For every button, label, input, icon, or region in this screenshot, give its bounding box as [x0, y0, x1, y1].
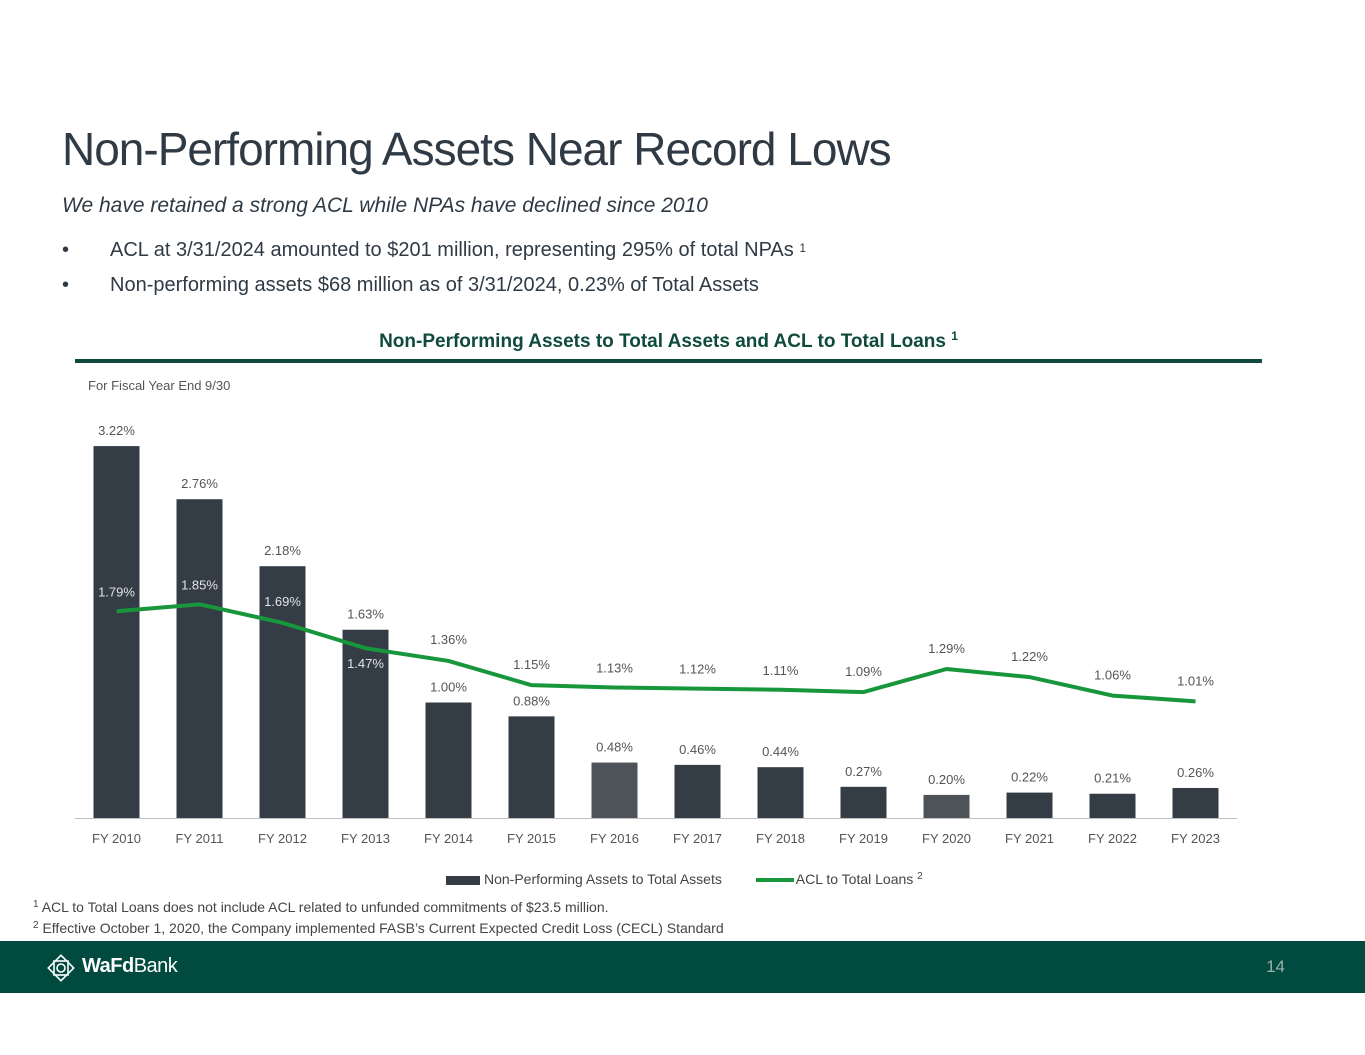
chart-heading-text: Non-Performing Assets to Total Assets an…: [379, 331, 946, 352]
slide-title: Non-Performing Assets Near Record Lows: [62, 123, 892, 175]
npa-bar: [1006, 792, 1053, 818]
npa-data-label: 0.22%: [1011, 770, 1048, 785]
footer-bar: WaFdBank 14: [0, 941, 1365, 993]
npa-data-label: 2.18%: [264, 543, 301, 558]
x-tick-label: FY 2011: [176, 831, 224, 846]
logo-text-bold: WaFd: [82, 955, 134, 977]
x-tick-label: FY 2017: [673, 831, 722, 846]
acl-data-label: 1.29%: [928, 641, 965, 656]
x-tick-label: FY 2010: [92, 831, 141, 846]
bullet-text: Non-performing assets $68 million as of …: [110, 274, 759, 296]
footnote-marker: 1: [33, 899, 39, 910]
npa-data-label: 0.26%: [1177, 765, 1214, 780]
npa-data-label: 0.27%: [845, 764, 882, 779]
legend-line-footnote-ref: 2: [917, 871, 923, 882]
footnote: 2 Effective October 1, 2020, the Company…: [33, 918, 724, 939]
x-tick-label: FY 2018: [756, 831, 805, 846]
acl-data-label: 1.15%: [513, 657, 550, 672]
footnote: 1 ACL to Total Loans does not include AC…: [33, 897, 724, 918]
x-tick-label: FY 2021: [1005, 831, 1054, 846]
footnote-marker: 2: [33, 920, 39, 931]
npa-data-label: 0.48%: [596, 740, 633, 755]
acl-data-label: 1.69%: [264, 594, 301, 609]
npa-data-label: 1.00%: [430, 680, 467, 695]
x-tick-label: FY 2020: [922, 831, 971, 846]
legend-bar-swatch: [446, 875, 480, 885]
npa-bar: [342, 629, 389, 818]
acl-data-label: 1.22%: [1011, 649, 1048, 664]
legend-line-label: ACL to Total Loans: [795, 871, 914, 887]
legend-line-swatch: [755, 878, 794, 883]
npa-bar: [1172, 787, 1219, 818]
npa-bar: [1089, 793, 1136, 818]
chart-heading-footnote-ref: 1: [951, 329, 958, 343]
acl-data-label: 1.79%: [98, 584, 135, 599]
bullet-marker: •: [62, 239, 70, 261]
x-tick-label: FY 2022: [1088, 831, 1137, 846]
npa-data-label: 0.44%: [762, 744, 799, 759]
acl-data-label: 1.85%: [181, 577, 218, 592]
npa-bar: [840, 786, 887, 818]
npa-data-label: 0.88%: [513, 693, 550, 708]
acl-data-label: 1.36%: [430, 632, 467, 647]
acl-data-label: 1.09%: [845, 664, 882, 679]
acl-data-label: 1.11%: [763, 663, 799, 678]
npa-bar: [508, 716, 555, 818]
npa-data-label: 0.46%: [679, 742, 716, 757]
acl-line: [116, 602, 1196, 704]
npa-data-label: 0.20%: [928, 772, 965, 787]
x-tick-label: FY 2012: [258, 831, 307, 846]
npa-data-label: 2.76%: [181, 476, 218, 491]
x-tick-label: FY 2016: [590, 831, 639, 846]
slide-subtitle: We have retained a strong ACL while NPAs…: [62, 194, 708, 217]
wafd-logo: WaFdBank: [46, 953, 178, 983]
x-tick-label: FY 2023: [1171, 831, 1220, 846]
acl-data-label: 1.12%: [679, 662, 716, 677]
npa-bar: [757, 767, 804, 818]
acl-data-label: 1.01%: [1177, 673, 1214, 688]
bullet-marker: •: [62, 274, 70, 296]
npa-acl-chart: FY 2010 FY 2011 FY 2012 FY 2013 FY 2014 FY 20…: [75, 423, 1237, 846]
logo-text-rest: Bank: [133, 955, 178, 977]
chart-heading-rule: [75, 359, 1262, 363]
footnotes: 1 ACL to Total Loans does not include AC…: [33, 897, 724, 939]
footnote-text: ACL to Total Loans does not include ACL …: [41, 899, 609, 915]
page-number: 14: [1266, 957, 1285, 976]
acl-data-label: 1.47%: [347, 656, 384, 671]
npa-data-label: 0.21%: [1094, 771, 1131, 786]
npa-bar: [425, 702, 472, 818]
bullet-footnote-ref: 1: [799, 241, 807, 255]
acl-data-label: 1.13%: [596, 660, 633, 675]
wafd-emblem-icon: [47, 954, 75, 982]
npa-bar: [176, 499, 223, 818]
npa-bar: [923, 794, 970, 818]
x-tick-label: FY 2019: [839, 831, 888, 846]
x-tick-label: FY 2013: [341, 831, 390, 846]
npa-bar: [591, 762, 638, 818]
footnote-text: Effective October 1, 2020, the Company i…: [42, 920, 724, 936]
chart-legend: Non-Performing Assets to Total Assets AC…: [446, 871, 923, 887]
npa-data-label: 3.22%: [98, 423, 135, 438]
npa-bar: [259, 566, 306, 818]
npa-bar: [674, 764, 721, 818]
npa-data-label: 1.63%: [347, 607, 384, 622]
fiscal-year-note: For Fiscal Year End 9/30: [88, 378, 231, 393]
legend-bar-label: Non-Performing Assets to Total Assets: [484, 871, 722, 887]
npa-bar: [93, 446, 140, 818]
bullet-text: ACL at 3/31/2024 amounted to $201 millio…: [110, 239, 794, 261]
chart-heading: Non-Performing Assets to Total Assets an…: [0, 329, 1337, 353]
x-tick-label: FY 2015: [507, 831, 556, 846]
acl-data-label: 1.06%: [1094, 668, 1131, 683]
x-tick-label: FY 2014: [424, 831, 473, 846]
